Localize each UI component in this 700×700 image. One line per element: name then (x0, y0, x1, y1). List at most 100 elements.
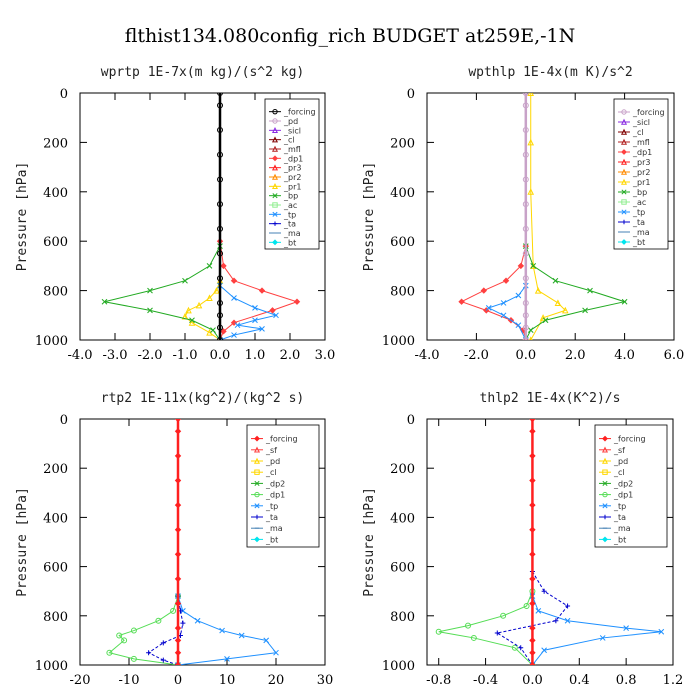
data-point (582, 307, 588, 314)
legend-label: _pr3 (632, 158, 650, 167)
data-point (529, 419, 536, 423)
y-tick-label: 600 (390, 561, 415, 576)
data-point (174, 637, 182, 644)
x-tick-label: 0 (174, 673, 182, 688)
data-point (234, 322, 241, 329)
legend-marker (271, 183, 279, 190)
legend-marker (620, 128, 628, 135)
data-point (541, 647, 547, 654)
data-point (217, 337, 223, 340)
legend-marker (601, 446, 609, 453)
data-point (217, 250, 223, 257)
data-point (522, 127, 529, 134)
series-tp (217, 282, 279, 340)
legend-label: _sicl (283, 126, 301, 135)
y-tick-label: 600 (43, 235, 68, 250)
legend-entry: _pd (599, 457, 628, 466)
series-dp1 (106, 593, 181, 665)
series-line (219, 241, 299, 340)
x-tick-label: -20 (70, 673, 91, 688)
x-tick-label: 0.0 (210, 348, 231, 363)
y-tick-label: 400 (43, 511, 68, 526)
data-point (529, 661, 536, 665)
data-point (502, 277, 510, 284)
y-tick-label: 200 (390, 136, 415, 151)
y-tick-label: 0 (60, 413, 68, 428)
data-point (106, 649, 113, 656)
legend-label: _tp (613, 502, 626, 511)
panel-title: rtp2 1E-11x(kg^2)/(kg^2 s) (101, 391, 305, 406)
legend-marker (602, 435, 608, 442)
y-axis-label: Pressure [hPa] (362, 162, 377, 272)
data-point (252, 305, 258, 311)
data-point (206, 294, 213, 302)
legend-label: _tp (283, 210, 296, 219)
data-point (522, 225, 529, 232)
plot-frame (79, 92, 326, 341)
legend-label: _dp1 (613, 491, 633, 500)
data-point (130, 655, 137, 662)
x-tick-label: 30 (317, 673, 334, 688)
data-point (522, 337, 529, 340)
y-tick-label: 0 (407, 87, 415, 102)
data-point (231, 295, 237, 301)
legend-entry: _cl (599, 468, 625, 477)
legend-entry: _bp (269, 192, 298, 201)
plot-area (101, 93, 301, 340)
data-point (174, 661, 182, 665)
legend-marker (620, 138, 628, 145)
series-pr1 (181, 277, 224, 340)
legend-label: _tp (632, 208, 645, 217)
legend-marker (254, 480, 260, 486)
legend-entry: _ta (251, 513, 278, 522)
series-line (104, 245, 221, 340)
legend-label: _pr2 (283, 173, 301, 182)
y-tick-label: 1000 (382, 659, 415, 674)
y-tick-label: 800 (390, 610, 415, 625)
data-point (527, 327, 534, 333)
legend-label: _forcing (613, 435, 646, 444)
series-forcing (529, 419, 536, 665)
x-tick-label: -10 (119, 673, 140, 688)
data-point (174, 551, 182, 558)
data-point (529, 262, 537, 269)
series-pr1 (527, 93, 569, 340)
legend-label: _forcing (265, 435, 298, 444)
x-tick-label: 0.0 (515, 348, 536, 363)
x-tick-label: -0.8 (426, 673, 451, 688)
data-point (210, 327, 216, 333)
legend-marker (602, 503, 608, 509)
data-point (174, 501, 182, 509)
plot-area (458, 93, 628, 340)
legend-entry: _ma (269, 229, 301, 238)
data-point (518, 645, 524, 651)
x-tick-label: 1.2 (663, 673, 684, 688)
y-tick-label: 1000 (382, 334, 415, 349)
legend-marker (602, 491, 608, 498)
legend-label: _pd (283, 117, 298, 126)
legend-label: _ta (613, 513, 626, 522)
series-line (219, 285, 278, 340)
legend-marker (621, 209, 627, 215)
legend-marker (254, 536, 260, 543)
data-point (522, 312, 529, 319)
panel-3: rtp2 1E-11x(kg^2)/(kg^2 s) Pressure [hPa]… (15, 391, 333, 688)
legend-marker (620, 168, 628, 175)
data-point (220, 328, 227, 335)
data-point (541, 588, 547, 594)
data-point (527, 138, 535, 146)
legend-entry: _sf (251, 446, 277, 455)
data-point (230, 277, 238, 284)
legend-entry: _bt (269, 238, 296, 247)
x-tick-label: -0.4 (473, 673, 498, 688)
legend-label: _ta (265, 513, 278, 522)
series-forcing (217, 93, 223, 340)
legend-marker (254, 491, 260, 498)
legend-entry: _ac (618, 198, 646, 207)
legend-entry: _pr2 (618, 168, 650, 177)
data-point (565, 603, 571, 609)
legend-marker (601, 457, 609, 464)
legend-label: _sf (265, 446, 277, 455)
legend-marker (621, 239, 627, 245)
data-point (500, 312, 507, 319)
